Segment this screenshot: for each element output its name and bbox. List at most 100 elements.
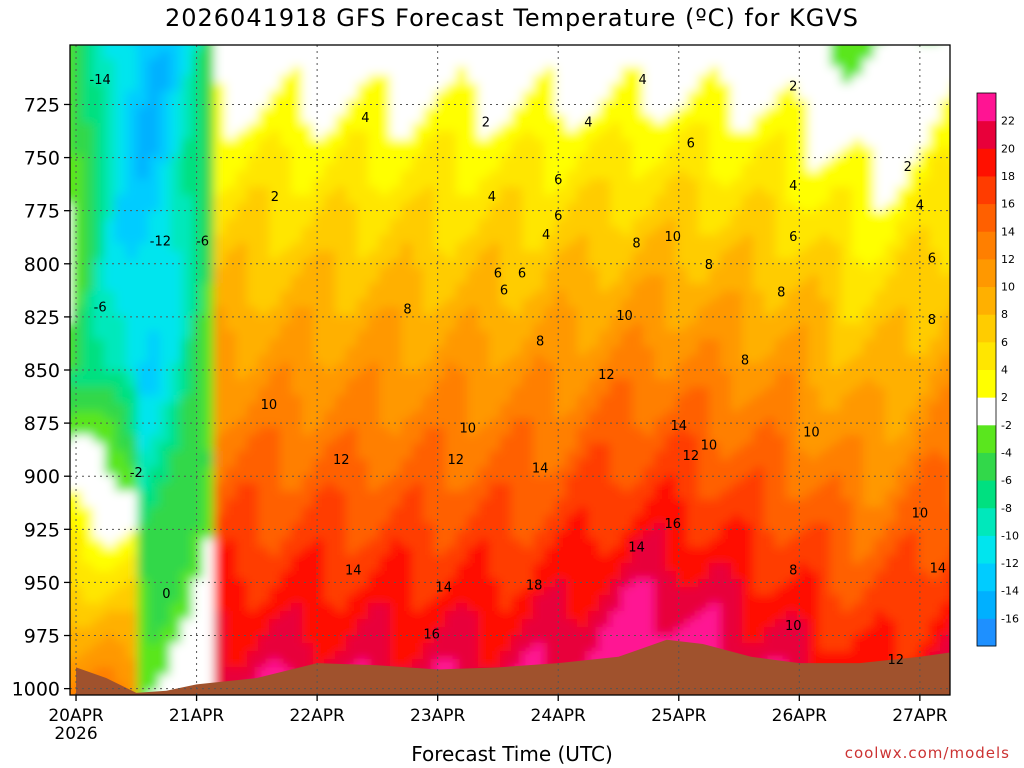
contour-label-34: 8 bbox=[928, 313, 936, 328]
colorbar-label-5: -6 bbox=[1001, 474, 1012, 487]
colorbar-swatch-11 bbox=[977, 314, 996, 343]
source-credit: coolwx.com/models bbox=[844, 744, 1010, 762]
x-tick-label-7: 27APR bbox=[892, 706, 948, 726]
contour-label-51: 8 bbox=[789, 564, 797, 579]
colorbar-swatch-8 bbox=[977, 397, 996, 426]
colorbar-label-4: -8 bbox=[1001, 502, 1012, 515]
contour-label-38: 10 bbox=[701, 438, 718, 453]
colorbar-swatch-6 bbox=[977, 452, 996, 481]
colorbar-swatch-15 bbox=[977, 203, 996, 232]
colorbar-label-11: 8 bbox=[1001, 308, 1008, 321]
contour-label-37: 14 bbox=[670, 419, 687, 434]
contour-label-21: 10 bbox=[664, 230, 681, 245]
y-tick-label-10: 975 bbox=[24, 626, 60, 648]
contour-label-7: 4 bbox=[361, 111, 369, 126]
colorbar-swatch-14 bbox=[977, 231, 996, 260]
colorbar-label-0: -16 bbox=[1001, 612, 1019, 625]
contour-label-41: 12 bbox=[333, 453, 350, 468]
colorbar-swatch-4 bbox=[977, 507, 996, 536]
y-tick-label-0: 725 bbox=[24, 94, 60, 116]
contour-label-0: -14 bbox=[90, 73, 111, 88]
colorbar-swatch-0 bbox=[977, 618, 996, 647]
x-tick-label-2: 22APR bbox=[289, 706, 345, 726]
contour-label-29: 8 bbox=[403, 302, 411, 317]
contour-label-30: 8 bbox=[536, 334, 544, 349]
colorbar-swatch-9 bbox=[977, 369, 996, 398]
contour-label-49: 14 bbox=[435, 581, 452, 596]
chart-title: 2026041918 GFS Forecast Temperature (ºC)… bbox=[164, 4, 860, 32]
terrain-surface bbox=[76, 639, 950, 695]
contour-label-15: 6 bbox=[518, 266, 526, 281]
y-axis: 725 750 775 800 825 850 875 900 925 950 975 1000 bbox=[12, 94, 70, 701]
contour-label-42: 12 bbox=[447, 453, 464, 468]
colorbar-swatch-12 bbox=[977, 286, 996, 315]
contour-label-52: 16 bbox=[423, 627, 440, 642]
contour-label-23: 6 bbox=[789, 230, 797, 245]
colorbar-label-15: 16 bbox=[1001, 198, 1015, 211]
contour-label-28: 8 bbox=[777, 285, 785, 300]
contour-label-26: 4 bbox=[916, 198, 924, 213]
colorbar-label-12: 10 bbox=[1001, 281, 1015, 294]
colorbar-label-13: 12 bbox=[1001, 253, 1015, 266]
contour-label-50: 18 bbox=[526, 579, 543, 594]
contour-label-45: 14 bbox=[628, 540, 645, 555]
contour-label-8: 2 bbox=[482, 115, 490, 130]
colorbar-label-2: -12 bbox=[1001, 557, 1019, 570]
contour-label-22: 8 bbox=[705, 258, 713, 273]
colorbar-frame bbox=[976, 92, 997, 647]
contour-label-10: 6 bbox=[554, 209, 562, 224]
colorbar: -16 -14 -12 -10 -8 -6 -4 -2 2 4 6 8 10 12 14 16 18 20 22 bbox=[976, 92, 1019, 647]
contour-label-54: 12 bbox=[887, 653, 904, 668]
colorbar-label-17: 20 bbox=[1001, 142, 1015, 155]
colorbar-swatch-16 bbox=[977, 175, 996, 205]
contour-label-2: -6 bbox=[196, 234, 209, 249]
contour-label-43: 14 bbox=[532, 462, 549, 477]
contour-label-33: 8 bbox=[741, 353, 749, 368]
colorbar-label-8: 2 bbox=[1001, 391, 1008, 404]
colorbar-swatch-18 bbox=[977, 120, 996, 149]
y-tick-label-6: 875 bbox=[24, 413, 60, 435]
temperature-field bbox=[70, 45, 950, 695]
colorbar-label-1: -14 bbox=[1001, 585, 1019, 598]
x-tick-sublabel-0: 2026 bbox=[54, 724, 97, 744]
colorbar-swatch-10 bbox=[977, 341, 996, 370]
contour-label-13: 4 bbox=[542, 228, 550, 243]
colorbar-swatch-7 bbox=[977, 424, 996, 453]
contour-label-47: 14 bbox=[930, 562, 947, 577]
y-tick-label-5: 850 bbox=[24, 360, 60, 382]
colorbar-swatch-3 bbox=[977, 535, 996, 564]
y-tick-label-2: 775 bbox=[24, 201, 60, 223]
y-tick-label-7: 900 bbox=[24, 466, 60, 488]
colorbar-label-3: -10 bbox=[1001, 529, 1019, 542]
contour-label-3: -6 bbox=[94, 300, 107, 315]
contour-label-6: 2 bbox=[271, 190, 279, 205]
contour-label-46: 10 bbox=[912, 506, 929, 521]
x-axis-title: Forecast Time (UTC) bbox=[411, 742, 613, 766]
contour-label-19: 6 bbox=[687, 137, 695, 152]
contour-label-11: 4 bbox=[584, 115, 592, 130]
y-tick-label-9: 950 bbox=[24, 572, 60, 594]
contour-label-39: 12 bbox=[683, 449, 700, 464]
contour-label-5: 0 bbox=[162, 587, 170, 602]
y-tick-label-11: 1000 bbox=[12, 679, 60, 701]
contour-label-18: 2 bbox=[789, 79, 797, 94]
colorbar-swatch-13 bbox=[977, 258, 996, 288]
x-tick-label-0: 20APR bbox=[48, 706, 104, 726]
contour-label-32: 12 bbox=[598, 368, 615, 383]
contour-label-20: 8 bbox=[632, 237, 640, 252]
contour-label-12: 6 bbox=[554, 173, 562, 188]
contour-label-9: 4 bbox=[488, 190, 496, 205]
contour-label-14: 6 bbox=[494, 266, 502, 281]
contour-label-27: 6 bbox=[928, 251, 936, 266]
colorbar-label-9: 4 bbox=[1001, 364, 1008, 377]
colorbar-swatch-2 bbox=[977, 563, 996, 592]
x-tick-label-4: 24APR bbox=[531, 706, 587, 726]
grid-lines bbox=[70, 45, 950, 695]
colorbar-label-6: -4 bbox=[1001, 446, 1012, 459]
y-tick-label-8: 925 bbox=[24, 519, 60, 541]
contour-label-36: 10 bbox=[460, 421, 477, 436]
contour-label-25: 4 bbox=[789, 179, 797, 194]
